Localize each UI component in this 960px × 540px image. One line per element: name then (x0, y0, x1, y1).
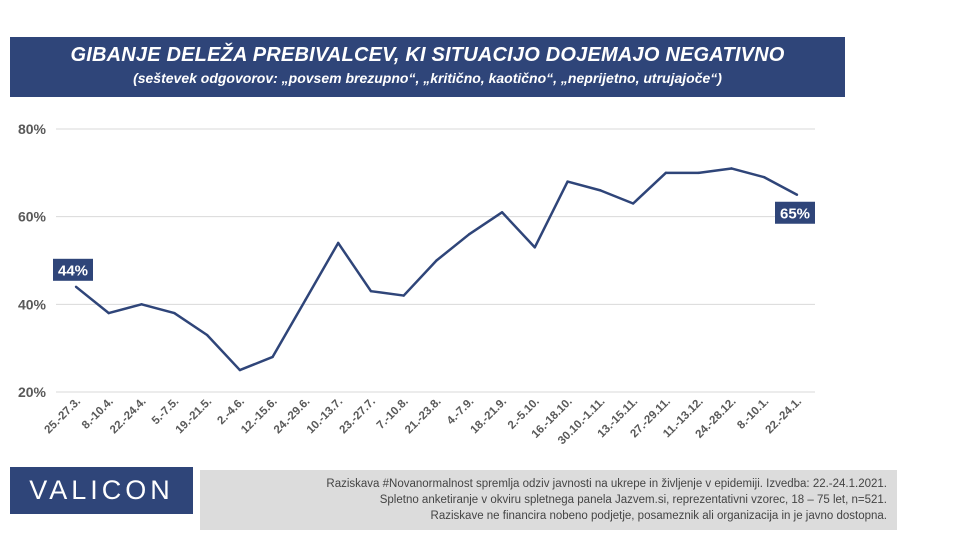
x-tick-label: 19.-21.5. (174, 396, 215, 437)
data-point (500, 211, 504, 214)
footer-note: Raziskava #Novanormalnost spremlja odziv… (200, 470, 897, 530)
chart-title: GIBANJE DELEŽA PREBIVALCEV, KI SITUACIJO… (70, 44, 785, 66)
data-point (763, 176, 766, 179)
data-point (238, 368, 242, 372)
footer-line-2: Spletno anketiranje v okviru spletnega p… (379, 494, 887, 506)
data-point (271, 355, 274, 359)
data-label-box (53, 258, 93, 281)
x-tick-label: 25.-27.3. (43, 396, 84, 437)
chart-title-box: GIBANJE DELEŽA PREBIVALCEV, KI SITUACIJO… (10, 37, 845, 97)
footer-line-3: Raziskave ne financira nobeno podjetje, … (430, 510, 887, 522)
data-point (533, 246, 537, 249)
data-point (107, 311, 110, 315)
data-point (205, 333, 209, 337)
data-point (173, 311, 176, 315)
data-point (697, 171, 700, 175)
data-label: 44% (58, 262, 88, 279)
data-point (435, 259, 438, 262)
data-label: 65% (780, 205, 810, 222)
data-point (795, 193, 799, 196)
data-point (599, 189, 602, 192)
y-tick-label: 60% (18, 209, 47, 225)
line-chart: 20%40%60%80%25.-27.3.8.-10.4.22.-24.4. 5.… (18, 121, 815, 447)
data-point (664, 171, 668, 175)
x-tick-label: 23.-27.7. (337, 396, 378, 437)
data-point (468, 233, 471, 236)
data-point (631, 202, 635, 205)
x-tick-label: 22.-24.1. (764, 396, 805, 437)
y-tick-label: 40% (18, 296, 47, 312)
data-point (566, 180, 569, 183)
y-tick-label: 80% (18, 121, 47, 137)
x-tick-label: 5.-7.5. (150, 396, 182, 428)
data-point (140, 303, 143, 306)
x-tick-label: 4.-7.9. (445, 396, 477, 428)
valicon-logo: VALICON (10, 467, 193, 514)
chart-subtitle: (seštevek odgovorov: „povsem brezupno“, … (133, 70, 722, 86)
y-tick-label: 20% (18, 384, 47, 400)
data-point (304, 298, 307, 302)
x-tick-label: 2.-4.6. (215, 396, 247, 428)
x-tick-label: 18.-21.9. (469, 396, 510, 437)
data-point (74, 285, 78, 288)
data-label-box (775, 201, 815, 224)
x-tick-label: 21.-23.8. (403, 396, 444, 437)
data-point (730, 167, 733, 170)
data-point (369, 289, 373, 293)
x-tick-label: 22.-24.4. (108, 396, 149, 437)
data-point (402, 294, 405, 297)
data-point (336, 241, 340, 245)
footer-line-1: Raziskava #Novanormalnost spremlja odziv… (326, 478, 887, 490)
series-line (75, 167, 798, 372)
